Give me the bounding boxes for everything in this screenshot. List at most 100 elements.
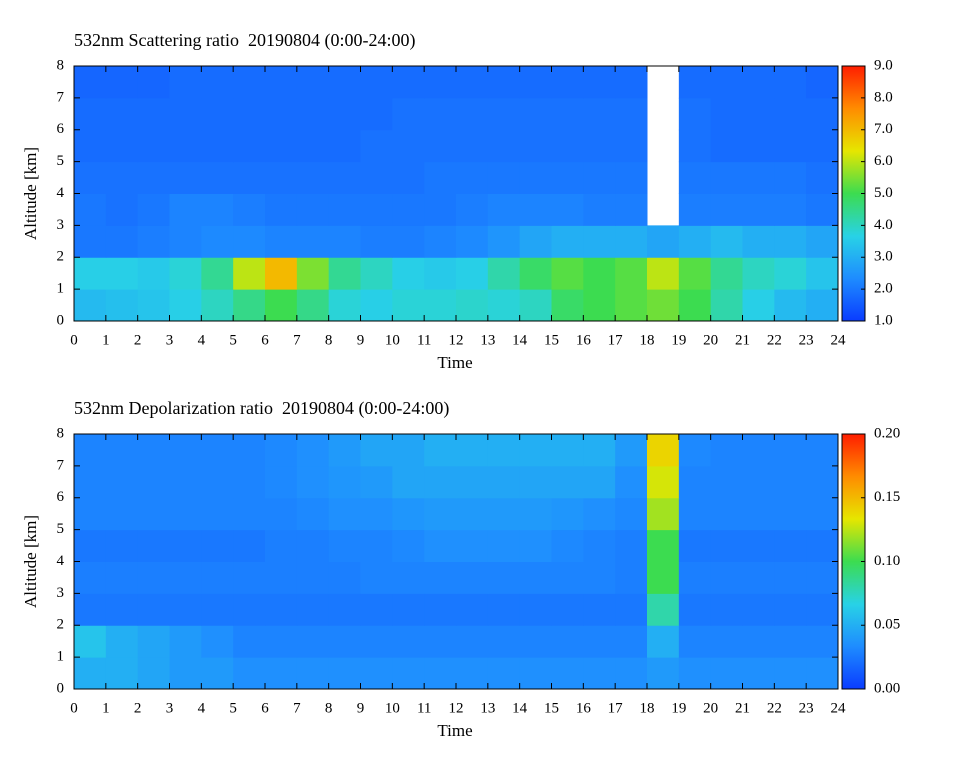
heat-cell xyxy=(583,225,616,258)
heat-cell xyxy=(456,161,489,194)
heat-cell xyxy=(360,657,393,690)
heat-cell xyxy=(615,66,648,99)
heat-cell xyxy=(551,465,584,499)
heat-cell xyxy=(519,657,552,690)
heat-cell xyxy=(296,257,330,290)
heat-cell xyxy=(233,657,266,690)
heat-cell xyxy=(551,657,584,690)
heat-cell xyxy=(710,129,743,163)
heat-cell xyxy=(201,289,234,322)
heat-cell xyxy=(265,625,298,658)
heat-cell xyxy=(392,657,425,690)
heat-cell xyxy=(774,129,807,163)
heat-cell xyxy=(137,561,170,594)
heat-cell xyxy=(806,593,839,626)
heat-cell xyxy=(201,225,234,258)
heat-cell xyxy=(265,465,298,499)
colorbar-tick-label: 5.0 xyxy=(874,185,893,201)
heat-cell xyxy=(169,289,202,322)
heat-cell xyxy=(583,257,616,290)
x-tick-label: 9 xyxy=(357,332,365,348)
heat-cell xyxy=(742,529,775,562)
heat-cell xyxy=(265,225,298,258)
heat-cell xyxy=(742,497,775,531)
heat-cell xyxy=(456,97,489,131)
heat-cell xyxy=(710,497,743,531)
heat-cell xyxy=(328,465,361,499)
heat-cell xyxy=(265,657,298,690)
heat-cell xyxy=(647,529,680,562)
x-tick-label: 1 xyxy=(102,700,110,716)
heat-cell xyxy=(424,625,457,658)
heat-cell xyxy=(742,593,775,626)
heat-cell xyxy=(265,193,298,226)
heat-cell xyxy=(201,497,234,531)
heat-cell xyxy=(774,529,807,562)
heat-cell xyxy=(328,593,361,626)
heat-cell xyxy=(678,465,712,499)
heat-cell xyxy=(424,97,457,131)
heat-cell xyxy=(74,434,107,467)
heat-cell xyxy=(456,257,489,290)
heat-cell xyxy=(519,257,552,290)
y-tick-label: 2 xyxy=(57,249,65,265)
heat-cell xyxy=(137,161,170,194)
heat-cell xyxy=(105,465,139,499)
heat-cell xyxy=(233,161,266,194)
chart-title: 532nm Depolarization ratio 20190804 (0:0… xyxy=(74,398,449,419)
heat-cell xyxy=(519,497,552,531)
panel: 532nm Scattering ratio 20190804 (0:00-24… xyxy=(21,30,893,372)
heat-cell xyxy=(519,593,552,626)
heat-cell xyxy=(583,497,616,531)
heat-cell xyxy=(742,193,775,226)
heat-cell xyxy=(201,257,234,290)
colorbar-tick-label: 0.05 xyxy=(874,617,900,633)
x-tick-label: 16 xyxy=(576,332,592,348)
heat-cell xyxy=(105,161,139,194)
x-tick-label: 20 xyxy=(703,332,718,348)
x-tick-label: 23 xyxy=(799,332,814,348)
heat-cell xyxy=(74,225,107,258)
heat-cell xyxy=(296,434,330,467)
heat-cell xyxy=(424,66,457,99)
heat-cell xyxy=(328,97,361,131)
x-tick-label: 17 xyxy=(608,700,624,716)
x-tick-label: 16 xyxy=(576,700,592,716)
heat-cell xyxy=(487,529,521,562)
heat-cell xyxy=(551,225,584,258)
heat-cell xyxy=(806,289,839,322)
heat-cell xyxy=(169,657,202,690)
heat-cell xyxy=(678,289,712,322)
heat-cell xyxy=(774,193,807,226)
heat-cell xyxy=(774,465,807,499)
heat-cell xyxy=(487,657,521,690)
heat-cell xyxy=(456,657,489,690)
heat-cell xyxy=(74,193,107,226)
heat-cell xyxy=(201,66,234,99)
heat-cell xyxy=(233,97,266,131)
heat-cell xyxy=(710,225,743,258)
heat-cell xyxy=(647,561,680,594)
heat-cell xyxy=(710,465,743,499)
heat-cell xyxy=(392,593,425,626)
heat-cell xyxy=(774,225,807,258)
heat-cell xyxy=(74,593,107,626)
heat-cell xyxy=(678,97,712,131)
heat-cell xyxy=(710,161,743,194)
heat-cell xyxy=(74,529,107,562)
y-tick-label: 4 xyxy=(57,185,65,201)
heat-cell xyxy=(551,434,584,467)
heat-cell xyxy=(392,497,425,531)
heat-cell xyxy=(774,625,807,658)
heat-cell xyxy=(328,129,361,163)
heat-cell xyxy=(424,561,457,594)
heat-cell xyxy=(105,497,139,531)
y-tick-label: 4 xyxy=(57,553,65,569)
y-tick-label: 0 xyxy=(57,312,65,328)
heat-cell xyxy=(169,66,202,99)
heat-cell xyxy=(169,129,202,163)
heat-cell xyxy=(169,561,202,594)
colorbar-tick-label: 0.20 xyxy=(874,425,900,441)
heat-cell xyxy=(519,97,552,131)
heat-cell xyxy=(360,465,393,499)
